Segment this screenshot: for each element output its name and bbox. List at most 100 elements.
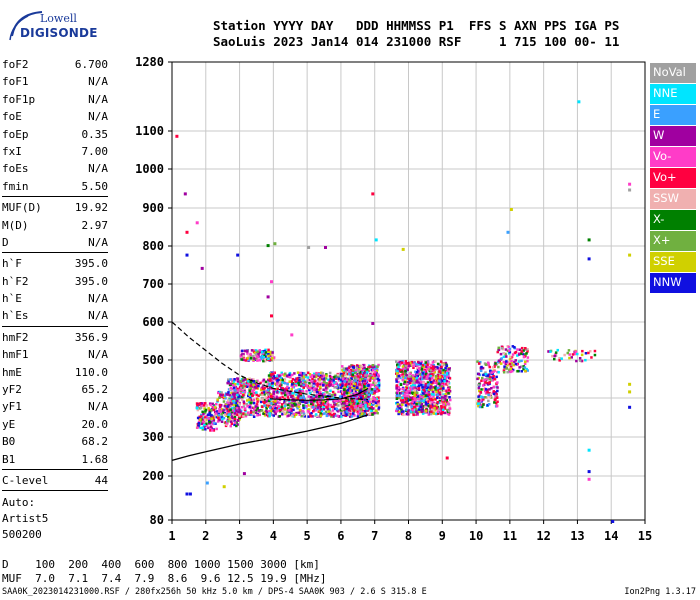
echo-point: [266, 397, 270, 401]
echo-point: [302, 404, 305, 407]
echo-point: [238, 403, 241, 406]
echo-point: [230, 395, 234, 399]
echo-point: [231, 392, 235, 396]
echo-point: [445, 401, 449, 404]
echo-point: [476, 377, 479, 381]
echo-point: [355, 377, 358, 380]
echo-point: [500, 347, 504, 350]
echo-point: [333, 381, 336, 384]
echo-point: [226, 405, 229, 408]
echo-point: [212, 419, 216, 422]
echo-point: [350, 377, 353, 380]
x-tick-label: 4: [270, 529, 277, 543]
echo-point: [587, 351, 590, 355]
echo-point: [438, 391, 441, 394]
param-row: hmE 110.0: [2, 364, 108, 381]
echo-point: [437, 382, 441, 385]
echo-point: [492, 390, 496, 393]
echo-point: [239, 412, 243, 416]
echo-point: [363, 379, 366, 382]
echo-point: [374, 409, 378, 412]
echo-point: [436, 383, 439, 386]
echo-point: [367, 376, 370, 380]
echo-point: [578, 359, 582, 362]
echo-point: [356, 372, 359, 376]
echo-point: [279, 408, 282, 412]
echo-point: [231, 388, 234, 391]
echo-point: [421, 377, 424, 381]
echo-point: [249, 356, 253, 360]
echo-point: [514, 350, 518, 354]
echo-point: [258, 359, 261, 362]
echo-point: [319, 374, 322, 378]
echo-point: [377, 389, 381, 392]
echo-point: [262, 412, 265, 415]
echo-point: [332, 383, 335, 387]
echo-point: [278, 384, 282, 388]
param-row: h`Es N/A: [2, 307, 108, 324]
param-name: M(D): [2, 218, 29, 232]
echo-point: [492, 392, 496, 396]
echo-point: [232, 386, 236, 390]
echo-point: [283, 399, 286, 402]
echo-point: [374, 398, 377, 402]
echo-point: [268, 382, 271, 386]
echo-point: [328, 371, 332, 375]
echo-point: [495, 404, 499, 408]
echo-point: [408, 375, 411, 378]
echo-point: [427, 405, 430, 408]
echo-point: [413, 405, 417, 409]
echo-point: [324, 384, 328, 387]
echo-point: [306, 379, 309, 382]
echo-point: [271, 400, 275, 404]
echo-point: [370, 409, 373, 413]
echo-point: [301, 382, 304, 386]
echo-point: [406, 399, 410, 402]
echo-point: [289, 393, 292, 396]
echo-point: [405, 374, 408, 377]
echo-point: [445, 364, 449, 368]
echo-point: [273, 376, 277, 380]
echo-point: [267, 348, 270, 352]
echo-point: [228, 413, 231, 416]
echo-point: [430, 408, 434, 411]
echo-point: [488, 391, 491, 395]
echo-point: [444, 393, 447, 396]
echo-point: [422, 399, 425, 403]
echo-point: [336, 384, 340, 387]
echo-point: [508, 350, 512, 354]
echo-point: [290, 387, 293, 391]
echo-point: [257, 351, 261, 355]
param-name: h`Es: [2, 309, 29, 323]
echo-point: [368, 375, 371, 378]
echo-point: [293, 403, 297, 406]
echo-point: [361, 396, 364, 400]
echo-point: [249, 411, 253, 414]
echo-point: [362, 363, 365, 367]
echo-point: [248, 357, 251, 361]
echo-point: [283, 397, 286, 400]
echo-point: [413, 396, 416, 400]
echo-point: [520, 346, 524, 350]
echo-point: [267, 353, 270, 356]
echo-point: [431, 410, 435, 414]
echo-point: [216, 398, 219, 401]
echo-point: [316, 407, 319, 411]
echo-point: [292, 399, 295, 402]
echo-point: [246, 399, 249, 402]
echo-point: [416, 372, 419, 375]
echo-point: [510, 359, 513, 363]
echo-point: [508, 349, 511, 352]
echo-point: [337, 379, 341, 382]
echo-point: [308, 378, 311, 382]
echo-point: [345, 368, 348, 371]
echo-point: [421, 366, 424, 369]
echo-point: [203, 407, 206, 410]
echo-point: [441, 375, 445, 378]
echo-point: [395, 386, 398, 389]
echo-point: [484, 389, 487, 393]
echo-point: [240, 415, 243, 418]
param-row: yE 20.0: [2, 416, 108, 433]
echo-point: [356, 398, 360, 401]
echo-point: [270, 314, 273, 318]
